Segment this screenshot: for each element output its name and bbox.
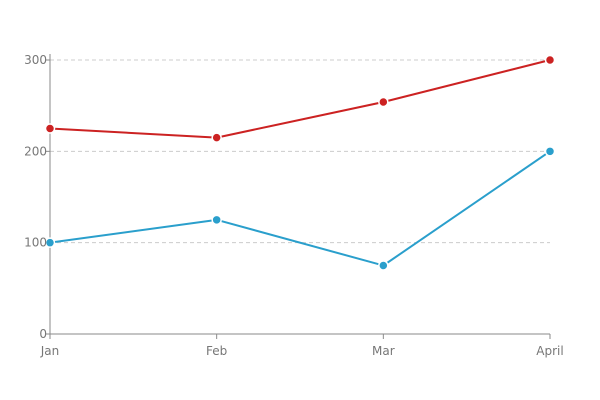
x-tick-label-feb: Feb	[206, 344, 227, 358]
series-1-point-feb	[211, 132, 222, 143]
series-1-point-mar	[378, 96, 389, 108]
series-1-point-april	[544, 54, 556, 66]
y-tick-label-200: 200	[24, 144, 47, 158]
series-layer	[44, 54, 556, 271]
x-tick-label-mar: Mar	[372, 344, 395, 358]
label-layer: 0 100 200 300 Jan Feb Mar April	[24, 53, 564, 358]
x-tick-label-jan: Jan	[40, 344, 60, 358]
grid-layer	[50, 59, 550, 244]
y-tick-label-100: 100	[24, 236, 47, 250]
series-2-point-april	[544, 146, 556, 157]
y-tick-label-300: 300	[24, 53, 47, 67]
series-1-point-jan	[44, 123, 56, 134]
series-2-line	[49, 150, 551, 267]
series-2-point-mar	[378, 260, 389, 271]
y-tick-label-0: 0	[39, 327, 47, 341]
series-2-point-jan	[44, 237, 56, 248]
series-2-point-feb	[211, 214, 222, 226]
series-1-line	[49, 59, 551, 139]
axis-layer	[45, 54, 551, 339]
x-tick-label-april: April	[536, 344, 563, 358]
